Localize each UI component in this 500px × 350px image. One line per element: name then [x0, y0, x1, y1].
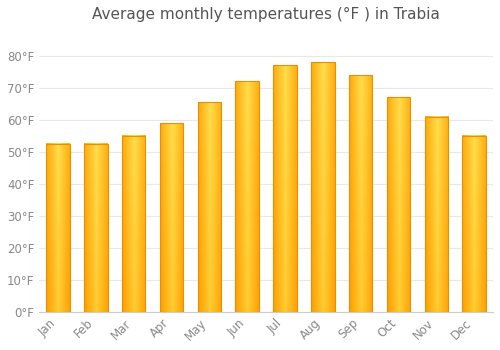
Bar: [311, 62, 334, 312]
Bar: [84, 144, 108, 312]
Bar: [462, 136, 486, 312]
Bar: [122, 136, 146, 312]
Bar: [198, 102, 221, 312]
Bar: [349, 75, 372, 312]
Title: Average monthly temperatures (°F ) in Trabia: Average monthly temperatures (°F ) in Tr…: [92, 7, 440, 22]
Bar: [160, 123, 184, 312]
Bar: [424, 117, 448, 312]
Bar: [387, 97, 410, 312]
Bar: [236, 81, 259, 312]
Bar: [46, 144, 70, 312]
Bar: [274, 65, 297, 312]
